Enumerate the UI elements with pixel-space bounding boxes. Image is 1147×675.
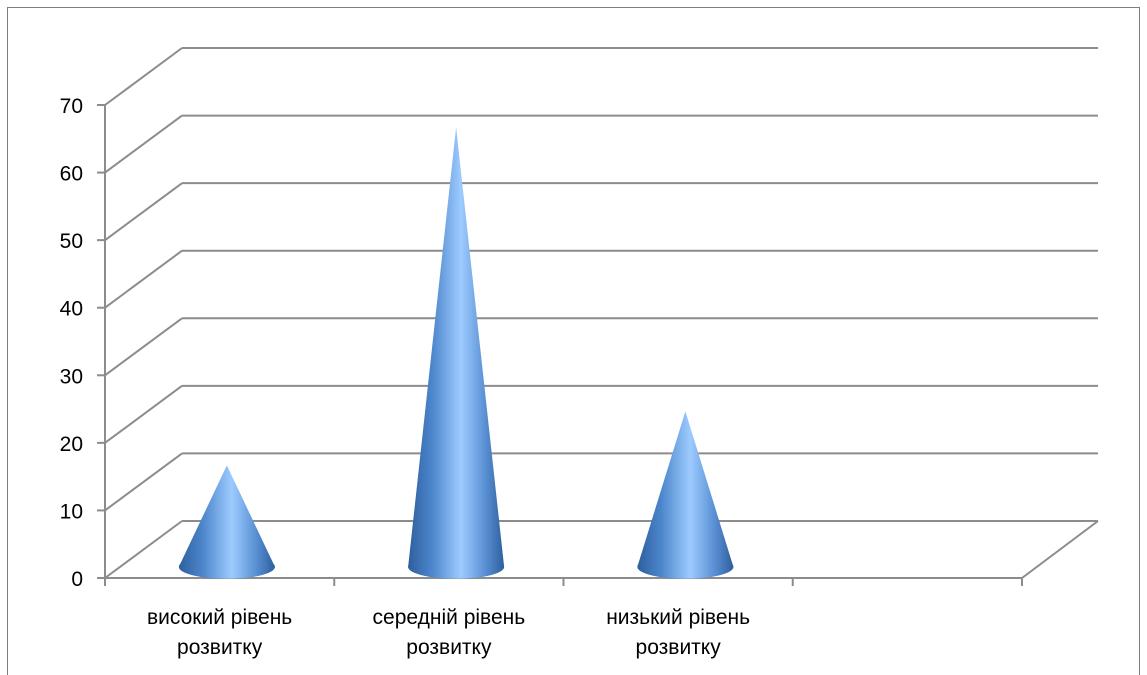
gridline-side (104, 182, 183, 241)
gridline-side (104, 114, 183, 174)
gridline-side (104, 385, 183, 444)
y-tick-label: 50 (60, 230, 83, 253)
cone-layer (178, 127, 734, 579)
x-category-label: низький рівень (606, 606, 750, 629)
cone-bar (637, 411, 734, 579)
y-tick-label: 30 (60, 365, 83, 388)
y-tick-label: 70 (60, 95, 83, 118)
y-tick-label: 0 (71, 568, 83, 591)
x-category-label: розвитку (636, 636, 722, 659)
gridline-side (104, 520, 183, 579)
label-layer: 0 10 20 30 40 50 60 70 високий рівень розвитку сер… (60, 95, 750, 659)
cone-body (178, 465, 275, 579)
y-tick-label: 40 (60, 298, 83, 321)
y-tick-label: 10 (60, 500, 83, 523)
y-tick-label: 20 (60, 433, 83, 456)
x-category-label: високий рівень (147, 606, 292, 629)
y-tick-label: 60 (60, 163, 83, 186)
cone-body (408, 127, 505, 579)
gridline-side (104, 317, 183, 377)
gridline-side (104, 47, 183, 106)
cone-bar (178, 465, 275, 579)
cone-body (637, 411, 734, 579)
gridline-side (104, 249, 183, 309)
x-category-label: середній рівень (373, 606, 526, 629)
x-category-label: розвитку (406, 636, 492, 659)
gridline-side (104, 452, 183, 512)
axis-layer (97, 104, 1023, 586)
cone-bar (408, 127, 505, 579)
x-category-label: розвитку (177, 636, 263, 659)
floor-edge (1021, 520, 1099, 579)
grid-layer (104, 47, 1099, 579)
